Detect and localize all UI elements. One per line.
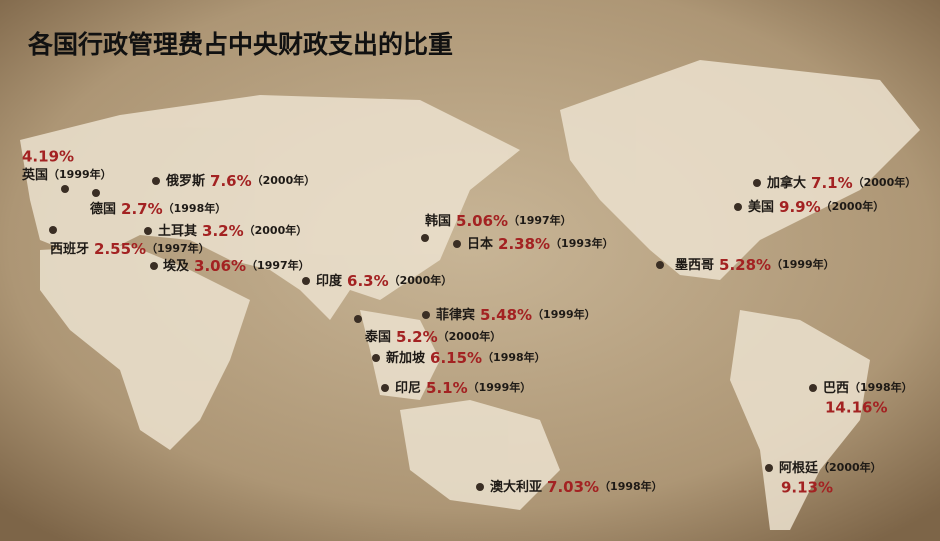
country-label: 美国 9.9%（2000年）	[748, 198, 884, 216]
country-label: 泰国 5.2%（2000年）	[364, 328, 501, 346]
location-dot	[144, 227, 152, 235]
country-label: 俄罗斯 7.6%（2000年）	[165, 172, 315, 190]
country-label: 印度 6.3%（2000年）	[316, 272, 452, 290]
location-dot	[372, 354, 380, 362]
country-label: 印尼 5.1%（1999年）	[395, 379, 531, 397]
country-value: 4.19%	[22, 148, 74, 166]
country-value: 5.1%	[426, 379, 468, 397]
country-name: 土耳其	[158, 223, 197, 239]
country-year: （2000年）	[252, 173, 316, 187]
country-label: 加拿大 7.1%（2000年）	[766, 174, 916, 192]
country-year: （1999年）	[48, 167, 112, 181]
country-value: 2.38%	[498, 235, 550, 253]
country-name: 澳大利亚	[490, 479, 542, 495]
location-dot	[150, 262, 158, 270]
country-name: 韩国	[425, 213, 451, 229]
country-name: 美国	[748, 199, 774, 215]
location-dot	[734, 203, 742, 211]
country-year: （1997年）	[146, 241, 210, 255]
location-dot	[765, 464, 773, 472]
country-label: 西班牙 2.55%（1997年）	[50, 240, 210, 258]
country-name: 阿根廷	[779, 460, 819, 476]
country-label: 韩国 5.06%（1997年）	[425, 212, 572, 230]
country-year: （1997年）	[246, 258, 310, 272]
country-name: 西班牙	[50, 241, 89, 257]
country-year: （2000年）	[438, 329, 502, 343]
country-year: （1998年）	[163, 201, 227, 215]
location-dot	[809, 384, 817, 392]
country-value: 7.03%	[547, 478, 599, 496]
country-label: 阿根廷（2000年）	[779, 460, 882, 476]
country-label: 英国（1999年）	[21, 167, 112, 183]
location-dot	[753, 179, 761, 187]
country-label: 日本 2.38%（1993年）	[467, 235, 614, 253]
country-label: 德国 2.7%（1998年）	[90, 200, 226, 218]
country-year: （1999年）	[532, 307, 596, 321]
country-label: 墨西哥 5.28%（1999年）	[675, 256, 835, 274]
country-name: 俄罗斯	[165, 173, 205, 189]
location-dot	[422, 311, 430, 319]
country-name: 英国	[21, 167, 48, 183]
country-name: 泰国	[364, 329, 391, 345]
country-name: 印度	[316, 273, 343, 289]
country-value: 5.2%	[396, 328, 438, 346]
location-dot	[421, 234, 429, 242]
country-label: 澳大利亚 7.03%（1998年）	[490, 478, 663, 496]
country-label: 新加坡 6.15%（1998年）	[386, 349, 546, 367]
country-name: 巴西	[823, 381, 849, 396]
location-dot	[92, 189, 100, 197]
country-year: （1998年）	[482, 350, 546, 364]
location-dot	[381, 384, 389, 392]
country-label: 巴西（1998年）	[823, 380, 913, 396]
location-dot	[453, 240, 461, 248]
title: 各国行政管理费占中央财政支出的比重	[27, 30, 453, 59]
country-year: （1999年）	[771, 257, 835, 271]
country-year: （1997年）	[508, 213, 572, 227]
location-dot	[152, 177, 160, 185]
country-year: （2000年）	[244, 223, 308, 237]
country-value: 7.1%	[811, 174, 853, 192]
country-label: 埃及 3.06%（1997年）	[163, 257, 310, 275]
country-year: （1998年）	[599, 479, 663, 493]
country-year: （1998年）	[849, 380, 913, 394]
country-value: 2.55%	[94, 240, 146, 258]
country-value: 5.48%	[480, 306, 532, 324]
country-value: 5.28%	[719, 256, 771, 274]
country-value: 14.16%	[825, 399, 887, 417]
country-value: 3.06%	[194, 257, 246, 275]
continents	[20, 60, 920, 530]
location-dot	[61, 185, 69, 193]
country-value: 6.3%	[347, 272, 389, 290]
country-name: 加拿大	[766, 175, 806, 191]
country-value: 9.13%	[781, 479, 833, 497]
country-year: （2000年）	[821, 199, 885, 213]
country-label: 菲律宾 5.48%（1999年）	[436, 306, 596, 324]
country-value: 9.9%	[779, 198, 821, 216]
location-dot	[354, 315, 362, 323]
country-labels: 英国（1999年）4.19%德国 2.7%（1998年）俄罗斯 7.6%（2000年…	[21, 148, 916, 497]
country-label: 土耳其 3.2%（2000年）	[158, 222, 307, 240]
country-name: 埃及	[163, 258, 190, 274]
country-value: 5.06%	[456, 212, 508, 230]
country-year: （2000年）	[389, 273, 453, 287]
country-name: 新加坡	[386, 350, 426, 366]
country-name: 德国	[90, 201, 116, 217]
country-name: 日本	[467, 236, 493, 252]
country-value: 2.7%	[121, 200, 163, 218]
country-year: （1999年）	[468, 380, 532, 394]
country-name: 印尼	[395, 381, 421, 396]
country-year: （1993年）	[550, 236, 614, 250]
location-dot	[476, 483, 484, 491]
country-value: 6.15%	[430, 349, 482, 367]
country-name: 墨西哥	[675, 257, 714, 273]
country-name: 菲律宾	[436, 307, 475, 323]
location-dot	[302, 277, 310, 285]
country-value: 3.2%	[202, 222, 244, 240]
country-year: （2000年）	[853, 175, 917, 189]
location-dot	[656, 261, 664, 269]
location-dot	[49, 226, 57, 234]
country-value: 7.6%	[210, 172, 252, 190]
country-year: （2000年）	[818, 460, 882, 474]
